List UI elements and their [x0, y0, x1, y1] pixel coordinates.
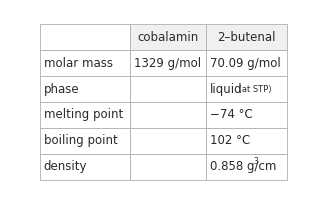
Bar	[205, 102, 287, 128]
Bar	[40, 154, 130, 180]
Bar	[130, 102, 205, 128]
Bar	[130, 76, 205, 102]
Bar	[130, 128, 205, 154]
Text: (at STP): (at STP)	[236, 85, 271, 94]
Text: density: density	[44, 160, 87, 173]
Text: molar mass: molar mass	[44, 57, 113, 70]
Text: liquid: liquid	[210, 83, 242, 96]
Text: 1329 g/mol: 1329 g/mol	[134, 57, 201, 70]
Text: −74 °C: −74 °C	[210, 108, 253, 121]
Bar	[130, 50, 205, 76]
Bar	[40, 24, 130, 50]
Bar	[40, 50, 130, 76]
Bar	[205, 24, 287, 50]
Text: 2–butenal: 2–butenal	[217, 31, 276, 44]
Bar	[130, 154, 205, 180]
Text: boiling point: boiling point	[44, 134, 117, 147]
Bar	[130, 24, 205, 50]
Bar	[205, 76, 287, 102]
Text: 0.858 g/cm: 0.858 g/cm	[210, 160, 276, 173]
Text: melting point: melting point	[44, 108, 123, 121]
Bar	[40, 102, 130, 128]
Bar	[205, 154, 287, 180]
Bar	[205, 128, 287, 154]
Text: 102 °C: 102 °C	[210, 134, 250, 147]
Text: 3: 3	[253, 157, 258, 166]
Text: 70.09 g/mol: 70.09 g/mol	[210, 57, 281, 70]
Bar	[205, 50, 287, 76]
Bar	[40, 128, 130, 154]
Bar	[40, 76, 130, 102]
Text: phase: phase	[44, 83, 79, 96]
Text: cobalamin: cobalamin	[137, 31, 198, 44]
